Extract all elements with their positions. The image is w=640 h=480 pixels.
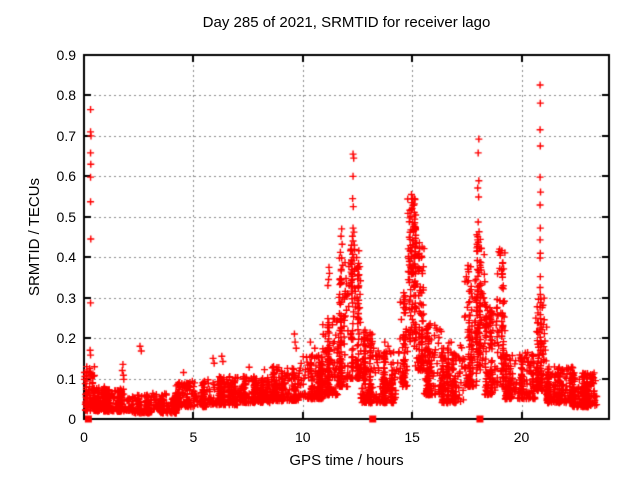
x-axis-label: GPS time / hours — [289, 452, 404, 469]
y-tick-label: 0.5 — [56, 208, 76, 225]
chart-title: Day 285 of 2021, SRMTID for receiver lag… — [202, 14, 491, 31]
y-tick-label: 0.2 — [56, 330, 76, 347]
y-axis-label: SRMTID / TECUs — [26, 177, 43, 297]
y-tick-label: 0.4 — [56, 249, 76, 266]
x-tick-label: 0 — [80, 429, 88, 445]
y-tick-label: 0.3 — [56, 289, 76, 306]
y-tick-label: 0.1 — [56, 370, 76, 387]
y-tick-label: 0.6 — [56, 168, 76, 185]
x-tick-label: 15 — [404, 429, 420, 445]
x-tick-label: 20 — [513, 429, 530, 445]
y-tick-label: 0.9 — [56, 47, 76, 63]
y-tick-label: 0.8 — [56, 87, 76, 104]
y-tick-label: 0.7 — [56, 127, 76, 144]
x-tick-label: 5 — [189, 429, 198, 445]
y-tick-label: 0 — [68, 411, 76, 427]
x-tick-label: 10 — [294, 429, 311, 445]
